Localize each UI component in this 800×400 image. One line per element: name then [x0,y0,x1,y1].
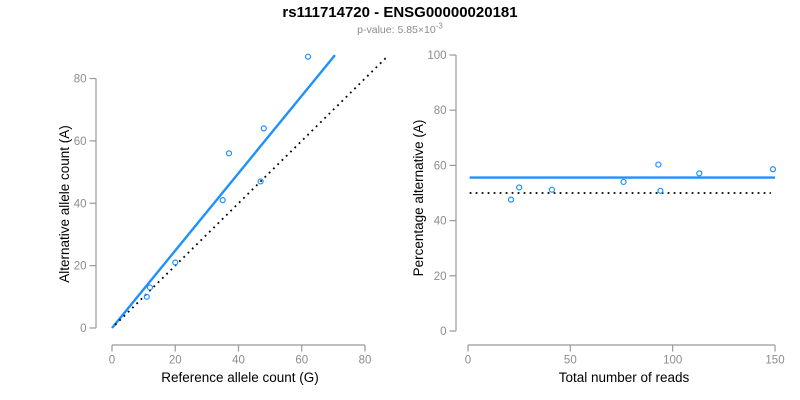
subtitle-pvalue: p-value: 5.85×10-3 [0,21,800,36]
right-y-tick-label: 0 [440,326,446,338]
left-data-point [304,53,312,60]
left-y-tick-label: 40 [74,198,87,210]
page-title: rs111714720 - ENSG00000020181 [282,4,518,21]
left-data-point [260,125,267,132]
left-x-tick-label: 20 [169,355,182,367]
right-y-tick-label: 100 [427,50,446,62]
left-fit-line [111,54,336,329]
right-data-point [657,187,664,194]
right-data-point [655,161,662,168]
right-y-tick-label: 20 [434,271,447,283]
left-data-point [225,150,233,157]
left-x-tick-label: 40 [232,355,245,367]
right-x-tick-label: 0 [465,355,471,367]
left-identity-line [114,56,388,326]
right-data-point [548,186,556,193]
left-x-tick-label: 60 [295,355,308,367]
right-y-tick-label: 60 [434,160,447,172]
right-y-tick-label: 40 [434,216,447,228]
right-data-point [620,178,627,186]
right-x-tick-label: 150 [765,355,784,367]
left-data-point [143,293,150,300]
right-data-point [696,170,703,177]
left-data-point [172,259,179,266]
left-x-tick-label: 0 [109,355,115,367]
right-xaxis-title: Total number of reads [558,370,690,385]
pvalue-base: p-value: 5.85×10 [357,24,436,36]
right-data-point [516,184,523,191]
left-yaxis-title: Alternative allele count (A) [57,125,72,283]
left-y-tick-label: 20 [74,261,87,273]
right-x-tick-label: 50 [564,355,577,367]
left-y-tick-label: 60 [74,136,87,148]
right-y-tick-label: 80 [434,105,447,117]
left-y-tick-label: 0 [80,323,86,335]
left-x-tick-label: 80 [359,355,372,367]
right-yaxis-title: Percentage alternative (A) [411,119,426,277]
pvalue-exponent: -3 [435,21,443,31]
right-data-point [507,196,515,203]
left-y-tick-label: 80 [74,74,87,86]
left-data-point [146,284,154,291]
right-x-tick-label: 100 [663,355,682,367]
left-xaxis-title: Reference allele count (G) [161,370,319,385]
left-data-point [219,197,226,204]
left-data-point [257,178,264,185]
right-data-point [769,166,777,173]
